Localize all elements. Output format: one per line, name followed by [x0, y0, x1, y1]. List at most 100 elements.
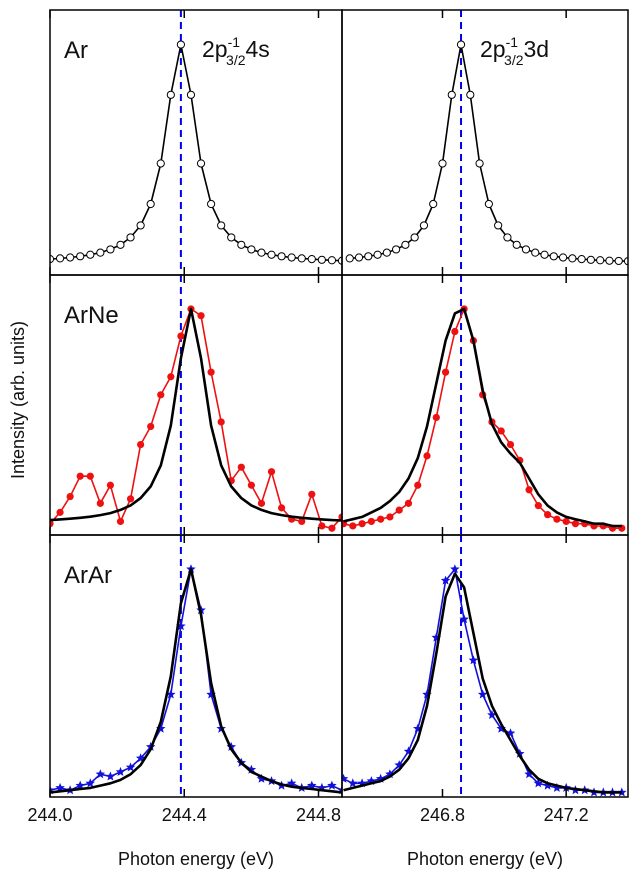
marker [503, 233, 512, 242]
annotation-sup: -1 [228, 34, 241, 50]
annotation-sub: 3/2 [226, 52, 246, 68]
marker [206, 689, 216, 699]
marker [440, 575, 451, 585]
marker [533, 778, 544, 788]
marker [552, 782, 562, 792]
marker [176, 40, 185, 49]
marker [327, 780, 337, 790]
annotation-base: 2p [202, 36, 228, 62]
marker [515, 748, 525, 758]
marker [207, 368, 215, 376]
marker [317, 255, 326, 264]
marker [367, 517, 375, 526]
marker [348, 778, 358, 788]
marker [484, 199, 493, 209]
annotation-sup: -1 [506, 34, 519, 50]
marker [497, 427, 505, 435]
series-line [50, 568, 342, 791]
marker [186, 90, 196, 99]
marker [422, 689, 432, 699]
marker [375, 773, 386, 783]
marker [156, 159, 165, 168]
marker [553, 515, 561, 523]
marker [247, 481, 255, 489]
marker [125, 762, 136, 772]
marker [115, 766, 126, 776]
x-tick-label: 244.0 [27, 805, 72, 825]
marker [96, 248, 105, 257]
annotation: 2p-1 3/24s [202, 34, 270, 68]
marker [177, 332, 185, 340]
marker [342, 773, 349, 783]
marker [447, 90, 456, 99]
panel-label: ArNe [64, 302, 119, 329]
marker [431, 632, 442, 642]
marker [277, 504, 286, 512]
marker [414, 481, 422, 489]
panel-frame [341, 534, 629, 798]
marker [404, 499, 413, 507]
marker [605, 256, 614, 265]
marker [96, 499, 104, 507]
marker [257, 248, 266, 257]
marker [401, 240, 410, 249]
panel-label: Ar [64, 37, 88, 64]
marker [328, 524, 336, 532]
marker [373, 250, 382, 259]
marker [394, 760, 404, 770]
marker [257, 499, 266, 507]
marker [477, 689, 488, 699]
marker [50, 520, 54, 528]
marker [166, 90, 175, 99]
marker [338, 513, 342, 521]
x-tick-label: 244.4 [162, 805, 207, 825]
marker [623, 257, 628, 266]
marker [85, 778, 95, 788]
annotation-tail: 4s [246, 36, 270, 62]
marker [135, 753, 146, 763]
marker [496, 723, 506, 733]
series-line [349, 43, 628, 262]
marker [521, 245, 531, 254]
marker [558, 253, 568, 262]
marker [614, 256, 623, 266]
marker [167, 373, 175, 381]
marker [377, 515, 385, 523]
marker [395, 506, 403, 514]
marker [197, 312, 205, 320]
marker [86, 472, 94, 480]
marker [156, 723, 166, 733]
marker [617, 787, 627, 797]
marker [512, 240, 521, 249]
plot-area [50, 10, 342, 275]
marker [287, 253, 296, 262]
marker [66, 253, 75, 262]
marker [562, 517, 570, 526]
marker [55, 782, 65, 792]
marker [217, 221, 226, 230]
marker [459, 614, 469, 624]
marker [487, 710, 497, 719]
marker [297, 254, 306, 263]
series-line [50, 567, 342, 794]
marker [76, 472, 84, 480]
marker [207, 199, 216, 209]
marker [105, 771, 116, 781]
marker [542, 780, 553, 790]
marker [349, 522, 357, 530]
series-line [50, 308, 342, 529]
marker [432, 413, 440, 422]
marker [568, 254, 577, 263]
marker [364, 252, 373, 261]
annotation-base: 2p [480, 36, 506, 62]
panel-label: ArAr [64, 562, 112, 589]
x-tick-label: 244.8 [296, 805, 341, 825]
marker [106, 481, 115, 489]
marker [419, 221, 429, 230]
marker [571, 520, 580, 528]
series-line [343, 307, 622, 528]
x-tick-label: 247.2 [544, 805, 589, 825]
marker [217, 418, 225, 426]
